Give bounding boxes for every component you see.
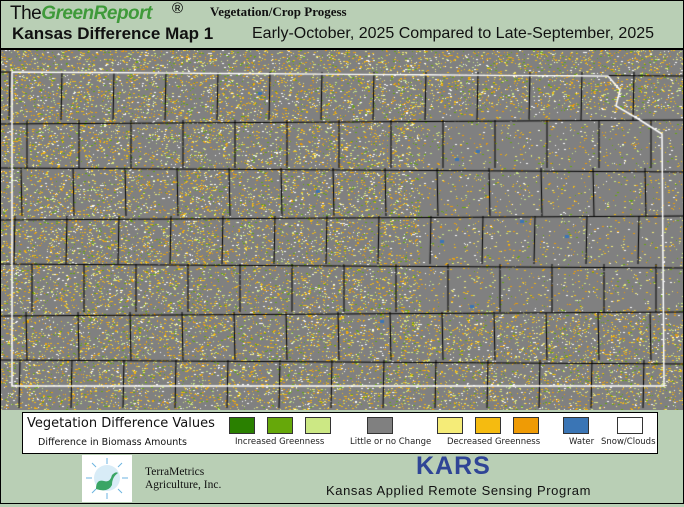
swatch-decreased-mid (475, 417, 501, 434)
label-snow-clouds: Snow/Clouds (601, 437, 656, 447)
swatch-increased-high (229, 417, 255, 434)
header: TheGreenReport ® Vegetation/Crop Progess… (0, 0, 684, 50)
registered-mark: ® (172, 0, 184, 17)
swatch-snow-clouds (617, 417, 643, 434)
swatch-increased-mid (267, 417, 293, 434)
kansas-difference-map (0, 50, 684, 410)
legend-subtitle: Difference in Biomass Amounts (38, 437, 187, 448)
legend: Vegetation Difference Values Difference … (22, 412, 658, 454)
label-water: Water (569, 437, 595, 447)
swatch-water (563, 417, 589, 434)
partner-line2: Agriculture, Inc. (145, 479, 222, 491)
subtitle: Vegetation/Crop Progess (210, 4, 347, 19)
swatch-no-change (367, 417, 393, 434)
legend-title: Vegetation Difference Values (27, 416, 215, 431)
terrametrics-logo (82, 455, 132, 502)
partner-name: TerraMetrics Agriculture, Inc. (145, 466, 221, 492)
kars-logo: KARS (416, 452, 491, 480)
map-title: Kansas Difference Map 1 (12, 24, 214, 43)
label-increased: Increased Greenness (235, 437, 325, 447)
swatch-decreased-low (437, 417, 463, 434)
label-decreased: Decreased Greenness (447, 437, 541, 447)
label-no-change: Little or no Change (350, 437, 432, 447)
comparison-period: Early-October, 2025 Compared to Late-Sep… (252, 25, 655, 42)
swatch-increased-low (305, 417, 331, 434)
brand-logo: TheGreenReport (10, 3, 152, 25)
brand-name: GreenReport (41, 3, 152, 24)
program-name: Kansas Applied Remote Sensing Program (326, 483, 592, 498)
brand-prefix: The (10, 3, 42, 24)
swatch-decreased-high (513, 417, 539, 434)
partner-line1: TerraMetrics (145, 466, 205, 478)
